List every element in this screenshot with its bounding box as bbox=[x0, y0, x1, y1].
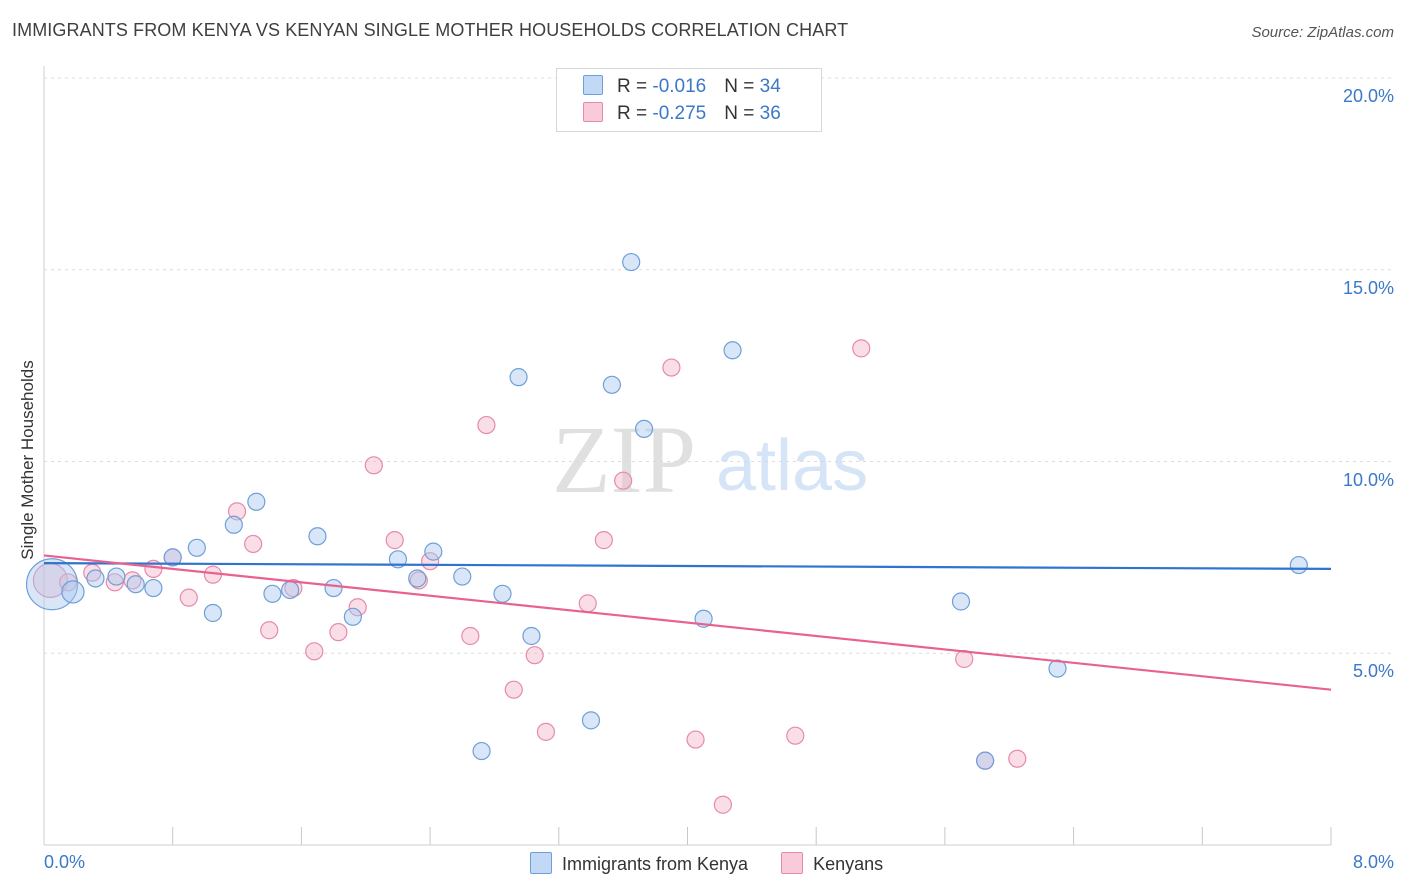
point-kenyans bbox=[662, 358, 681, 377]
legend-row-immigrants: R = -0.016 N = 34 bbox=[583, 75, 781, 99]
point-immigrants-from-kenya bbox=[263, 584, 282, 603]
x-axis-min-label: 0.0% bbox=[44, 852, 86, 872]
point-kenyans bbox=[786, 726, 805, 745]
legend-swatch-pink bbox=[583, 102, 603, 122]
point-kenyans bbox=[594, 531, 613, 550]
axes bbox=[43, 66, 1332, 846]
point-kenyans bbox=[385, 531, 404, 550]
point-kenyans bbox=[348, 598, 367, 617]
point-kenyans bbox=[477, 415, 496, 435]
watermark-atlas: atlas bbox=[716, 426, 868, 506]
point-immigrants-from-kenya bbox=[453, 567, 472, 586]
trend-lines bbox=[43, 554, 1332, 691]
y-axis-label: Single Mother Households bbox=[18, 360, 37, 560]
y-tick-label: 10.0% bbox=[1342, 469, 1394, 490]
point-kenyans bbox=[713, 795, 732, 814]
legend-n-label: N = bbox=[724, 103, 760, 124]
point-immigrants-from-kenya bbox=[723, 341, 742, 360]
legend-n-value: 34 bbox=[759, 76, 781, 97]
legend-label-immigrants: Immigrants from Kenya bbox=[562, 854, 749, 874]
point-immigrants-from-kenya bbox=[187, 538, 206, 557]
trendline-immigrants-from-kenya bbox=[43, 562, 1332, 570]
x-axis-max-label: 8.0% bbox=[1352, 852, 1394, 872]
point-kenyans bbox=[461, 626, 480, 646]
point-immigrants-from-kenya bbox=[976, 751, 995, 770]
point-immigrants-from-kenya bbox=[107, 567, 126, 586]
point-immigrants-from-kenya bbox=[634, 419, 654, 439]
series-kenyans bbox=[32, 339, 1027, 814]
point-kenyans bbox=[364, 456, 383, 475]
y-tick-label: 20.0% bbox=[1342, 86, 1394, 106]
correlation-legend: R = -0.016 N = 34 R = -0.275 N = 36 bbox=[556, 68, 822, 132]
point-immigrants-from-kenya bbox=[25, 558, 79, 611]
point-immigrants-from-kenya bbox=[388, 550, 408, 569]
y-tick-label: 5.0% bbox=[1352, 661, 1394, 682]
point-kenyans bbox=[227, 502, 247, 521]
point-immigrants-from-kenya bbox=[144, 578, 163, 598]
point-kenyans bbox=[525, 646, 544, 665]
legend-n-label: N = bbox=[724, 76, 760, 97]
point-immigrants-from-kenya bbox=[472, 741, 491, 761]
point-immigrants-from-kenya bbox=[424, 542, 443, 561]
point-immigrants-from-kenya bbox=[343, 607, 362, 626]
point-immigrants-from-kenya bbox=[408, 569, 427, 588]
point-kenyans bbox=[504, 680, 523, 699]
legend-swatch-blue bbox=[583, 75, 603, 95]
watermark-zip: ZIP bbox=[552, 406, 696, 513]
legend-swatch-pink bbox=[781, 852, 804, 874]
point-kenyans bbox=[686, 730, 705, 749]
trendline-kenyans bbox=[43, 554, 1332, 691]
legend-swatch-blue bbox=[530, 852, 552, 874]
point-immigrants-from-kenya bbox=[126, 575, 145, 594]
grid-lines bbox=[44, 77, 1395, 654]
point-immigrants-from-kenya bbox=[203, 603, 223, 623]
legend-n-value: 36 bbox=[759, 103, 781, 124]
point-immigrants-from-kenya bbox=[163, 548, 182, 567]
point-immigrants-from-kenya bbox=[61, 580, 85, 604]
y-tick-label: 15.0% bbox=[1342, 277, 1394, 298]
point-kenyans bbox=[614, 471, 633, 490]
series-legend: Immigrants from Kenya Kenyans bbox=[530, 852, 911, 875]
legend-r-value: -0.275 bbox=[652, 103, 707, 124]
point-immigrants-from-kenya bbox=[281, 580, 300, 600]
legend-row-kenyans: R = -0.275 N = 36 bbox=[583, 102, 781, 126]
point-immigrants-from-kenya bbox=[308, 527, 327, 546]
point-kenyans bbox=[329, 623, 348, 642]
legend-label-kenyans: Kenyans bbox=[813, 854, 884, 874]
point-immigrants-from-kenya bbox=[247, 492, 266, 511]
point-kenyans bbox=[179, 588, 198, 607]
point-immigrants-from-kenya bbox=[581, 711, 601, 730]
point-immigrants-from-kenya bbox=[951, 592, 971, 611]
watermark: ZIP atlas bbox=[552, 406, 868, 513]
point-immigrants-from-kenya bbox=[86, 569, 105, 588]
legend-r-value: -0.016 bbox=[652, 76, 707, 97]
point-immigrants-from-kenya bbox=[224, 515, 243, 534]
legend-item-kenyans: Kenyans bbox=[781, 852, 883, 875]
point-kenyans bbox=[284, 578, 303, 598]
point-immigrants-from-kenya bbox=[493, 584, 512, 603]
legend-item-immigrants: Immigrants from Kenya bbox=[530, 852, 748, 875]
legend-r-label: R = bbox=[617, 76, 653, 97]
point-kenyans bbox=[244, 534, 263, 554]
point-immigrants-from-kenya bbox=[602, 375, 621, 394]
point-immigrants-from-kenya bbox=[622, 252, 641, 272]
series-immigrants-from-kenya bbox=[25, 252, 1308, 770]
point-kenyans bbox=[578, 594, 597, 613]
chart-title: IMMIGRANTS FROM KENYA VS KENYAN SINGLE M… bbox=[12, 20, 849, 40]
point-immigrants-from-kenya bbox=[324, 578, 343, 598]
legend-r-label: R = bbox=[617, 103, 653, 124]
source-label: Source: ZipAtlas.com bbox=[1251, 24, 1394, 41]
point-immigrants-from-kenya bbox=[522, 626, 541, 646]
point-kenyans bbox=[536, 722, 556, 741]
point-immigrants-from-kenya bbox=[509, 368, 528, 387]
point-kenyans bbox=[1008, 749, 1027, 768]
point-immigrants-from-kenya bbox=[1289, 555, 1308, 575]
point-kenyans bbox=[305, 642, 324, 661]
point-kenyans bbox=[260, 621, 279, 640]
point-kenyans bbox=[852, 339, 871, 358]
